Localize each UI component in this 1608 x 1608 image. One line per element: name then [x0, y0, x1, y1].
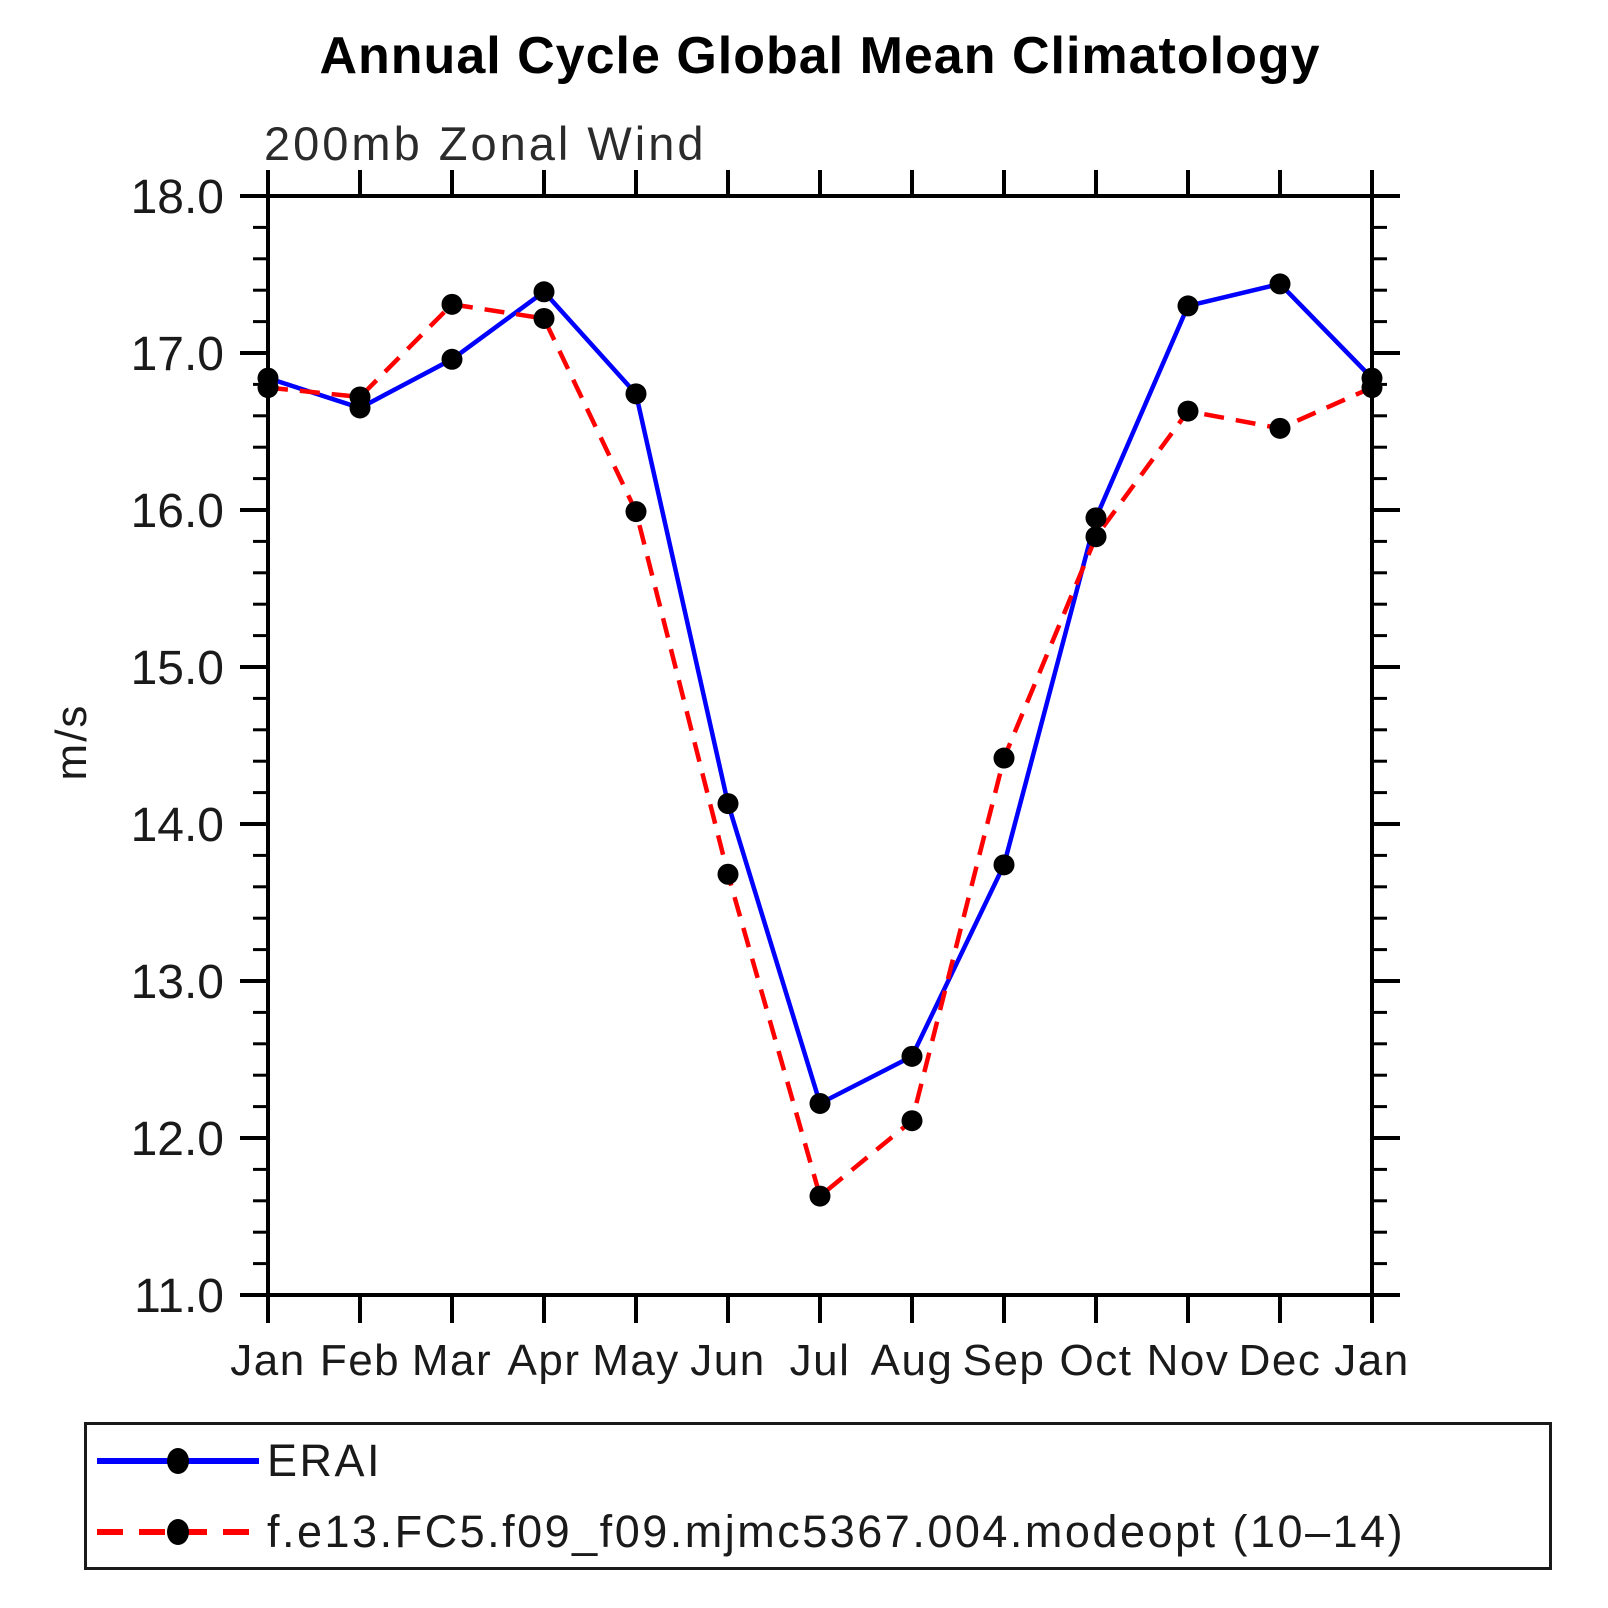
data-point-marker	[441, 348, 463, 370]
x-tick-label: Jan	[1334, 1336, 1409, 1385]
legend-sample-model-line	[97, 1518, 259, 1545]
data-point-marker	[809, 1092, 831, 1114]
data-point-marker	[625, 383, 647, 405]
legend-label-erai: ERAI	[267, 1434, 383, 1486]
data-point-marker	[1177, 400, 1199, 422]
data-point-marker	[533, 307, 555, 329]
data-point-marker	[1177, 295, 1199, 317]
legend-item-erai: ERAI	[87, 1426, 1549, 1496]
plot-frame	[266, 194, 1374, 1297]
x-tick-label: May	[592, 1336, 680, 1385]
data-point-marker	[993, 854, 1015, 876]
x-tick-label: Oct	[1060, 1336, 1133, 1385]
data-point-marker	[1085, 526, 1107, 548]
y-tick-label: 17.0	[131, 328, 224, 381]
data-point-marker	[901, 1045, 923, 1067]
data-point-marker	[533, 281, 555, 303]
data-point-marker	[1085, 507, 1107, 529]
y-tick-label: 13.0	[131, 956, 224, 1009]
data-point-marker	[1269, 417, 1291, 439]
x-tick-label: Nov	[1147, 1336, 1230, 1385]
y-tick-label: 15.0	[131, 642, 224, 695]
legend-label-model: f.e13.FC5.f09_f09.mjmc5367.004.modeopt (…	[267, 1505, 1406, 1557]
data-point-marker	[717, 793, 739, 815]
x-tick-label: Feb	[320, 1336, 400, 1385]
legend-marker-icon	[167, 1447, 189, 1474]
x-tick-label: Aug	[871, 1336, 954, 1385]
data-point-marker	[1361, 377, 1383, 399]
y-tick-label: 16.0	[131, 485, 224, 538]
y-tick-label: 14.0	[131, 799, 224, 852]
x-tick-label: Mar	[412, 1336, 492, 1385]
legend-marker-icon	[167, 1518, 189, 1545]
series-line-erai	[267, 281, 1374, 1107]
x-tick-label: Dec	[1239, 1336, 1322, 1385]
x-tick-label: Sep	[963, 1336, 1046, 1385]
data-point-marker	[349, 386, 371, 408]
chart-title: Annual Cycle Global Mean Climatology	[319, 27, 1321, 85]
chart-subtitle: 200mb Zonal Wind	[264, 117, 707, 170]
x-tick-label: Jun	[690, 1336, 765, 1385]
data-point-marker	[809, 1185, 831, 1207]
data-point-marker	[257, 377, 279, 399]
series-line-model	[267, 301, 1373, 1200]
legend-box: ERAI f.e13.FC5.f09_f09.mjmc5367.004.mode…	[84, 1422, 1552, 1570]
x-tick-label: Jan	[230, 1336, 305, 1385]
y-tick-label: 11.0	[134, 1270, 224, 1323]
legend-item-model: f.e13.FC5.f09_f09.mjmc5367.004.modeopt (…	[87, 1497, 1549, 1567]
data-point-marker	[625, 501, 647, 523]
x-tick-label: Jul	[790, 1336, 851, 1385]
data-point-marker	[717, 863, 739, 885]
x-tick-label: Apr	[508, 1336, 581, 1385]
data-point-marker	[1269, 273, 1291, 295]
data-point-marker	[901, 1110, 923, 1132]
y-tick-label: 18.0	[131, 171, 224, 224]
data-point-marker	[993, 747, 1015, 769]
data-point-marker	[441, 293, 463, 315]
y-tick-label: 12.0	[131, 1113, 224, 1166]
legend-sample-erai-line	[97, 1447, 259, 1474]
